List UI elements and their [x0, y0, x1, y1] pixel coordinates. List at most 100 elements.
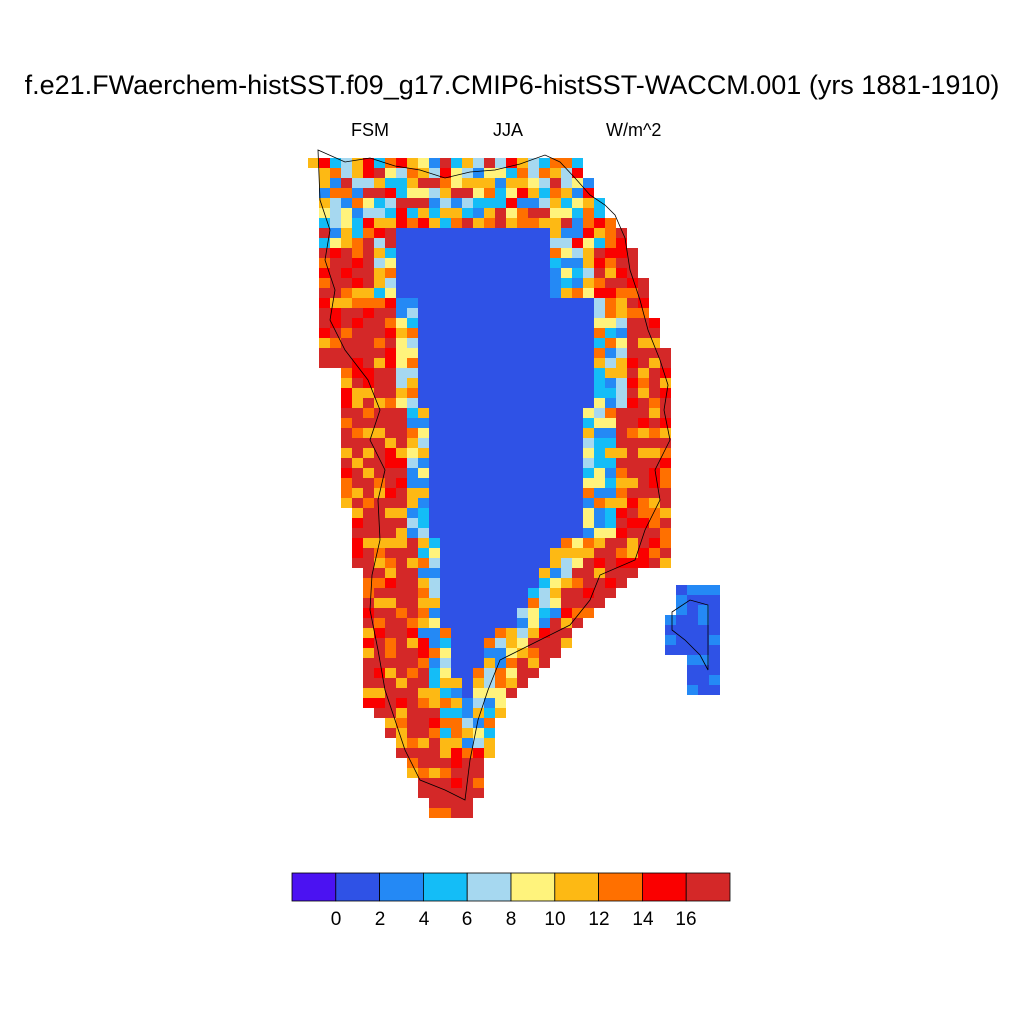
grid-cell — [550, 628, 561, 638]
grid-cell — [352, 328, 363, 338]
grid-cell — [627, 548, 638, 558]
grid-cell — [385, 438, 396, 448]
grid-cell — [550, 568, 561, 578]
grid-cell — [561, 608, 572, 618]
grid-cell — [451, 468, 462, 478]
grid-cell — [561, 588, 572, 598]
grid-cell — [407, 608, 418, 618]
grid-cell — [396, 458, 407, 468]
grid-cell — [484, 188, 495, 198]
grid-cell — [495, 498, 506, 508]
grid-cell — [506, 228, 517, 238]
grid-cell — [583, 578, 594, 588]
grid-cell — [374, 478, 385, 488]
grid-cell — [451, 508, 462, 518]
grid-cell — [407, 328, 418, 338]
grid-cell — [440, 478, 451, 488]
grid-cell — [660, 508, 671, 518]
grid-cell — [462, 358, 473, 368]
grid-cell — [440, 298, 451, 308]
grid-cell — [605, 368, 616, 378]
grid-cell — [550, 348, 561, 358]
grid-cell — [396, 628, 407, 638]
grid-cell — [528, 648, 539, 658]
grid-cell — [462, 608, 473, 618]
grid-cell — [473, 508, 484, 518]
grid-cell — [440, 508, 451, 518]
grid-cell — [418, 388, 429, 398]
grid-cell — [561, 298, 572, 308]
grid-cell — [363, 568, 374, 578]
grid-cell — [698, 635, 709, 645]
grid-cell — [698, 665, 709, 675]
grid-cell — [616, 558, 627, 568]
grid-cell — [429, 458, 440, 468]
grid-cell — [627, 378, 638, 388]
grid-cell — [594, 568, 605, 578]
grid-cell — [484, 348, 495, 358]
grid-cell — [484, 508, 495, 518]
grid-cell — [528, 328, 539, 338]
grid-cell — [440, 168, 451, 178]
grid-cell — [385, 198, 396, 208]
grid-cell — [561, 468, 572, 478]
grid-cell — [462, 588, 473, 598]
grid-cell — [462, 408, 473, 418]
grid-cell — [572, 438, 583, 448]
grid-cell — [319, 278, 330, 288]
grid-cell — [330, 218, 341, 228]
grid-cell — [649, 528, 660, 538]
grid-cell — [550, 358, 561, 368]
grid-cell — [506, 648, 517, 658]
grid-cell — [539, 538, 550, 548]
grid-cell — [440, 218, 451, 228]
grid-cell — [605, 288, 616, 298]
grid-cell — [341, 288, 352, 298]
grid-cell — [484, 728, 495, 738]
grid-cell — [341, 478, 352, 488]
grid-cell — [352, 388, 363, 398]
grid-cell — [517, 198, 528, 208]
grid-cell — [616, 228, 627, 238]
grid-cell — [374, 368, 385, 378]
grid-cell — [473, 188, 484, 198]
grid-cell — [484, 708, 495, 718]
grid-cell — [583, 528, 594, 538]
grid-cell — [319, 298, 330, 308]
grid-cell — [363, 538, 374, 548]
grid-cell — [363, 698, 374, 708]
grid-cell — [605, 278, 616, 288]
grid-cell — [374, 428, 385, 438]
grid-cell — [407, 238, 418, 248]
grid-cell — [363, 408, 374, 418]
grid-cell — [484, 688, 495, 698]
grid-cell — [374, 608, 385, 618]
grid-cell — [605, 338, 616, 348]
grid-cell — [616, 248, 627, 258]
grid-cell — [660, 548, 671, 558]
grid-cell — [418, 688, 429, 698]
grid-cell — [396, 698, 407, 708]
grid-cell — [440, 408, 451, 418]
grid-cell — [506, 338, 517, 348]
grid-cell — [363, 238, 374, 248]
grid-cell — [594, 298, 605, 308]
grid-cell — [561, 268, 572, 278]
grid-cell — [429, 708, 440, 718]
grid-cell — [429, 348, 440, 358]
grid-cell — [429, 258, 440, 268]
grid-cell — [429, 288, 440, 298]
grid-cell — [341, 338, 352, 348]
grid-cell — [418, 188, 429, 198]
grid-cell — [561, 358, 572, 368]
grid-cell — [363, 328, 374, 338]
grid-cell — [462, 248, 473, 258]
grid-cell — [594, 538, 605, 548]
grid-cell — [374, 208, 385, 218]
grid-cell — [550, 438, 561, 448]
grid-cell — [495, 648, 506, 658]
grid-cell — [429, 328, 440, 338]
grid-cell — [539, 438, 550, 448]
grid-cell — [429, 668, 440, 678]
units-label: W/m^2 — [606, 120, 662, 140]
